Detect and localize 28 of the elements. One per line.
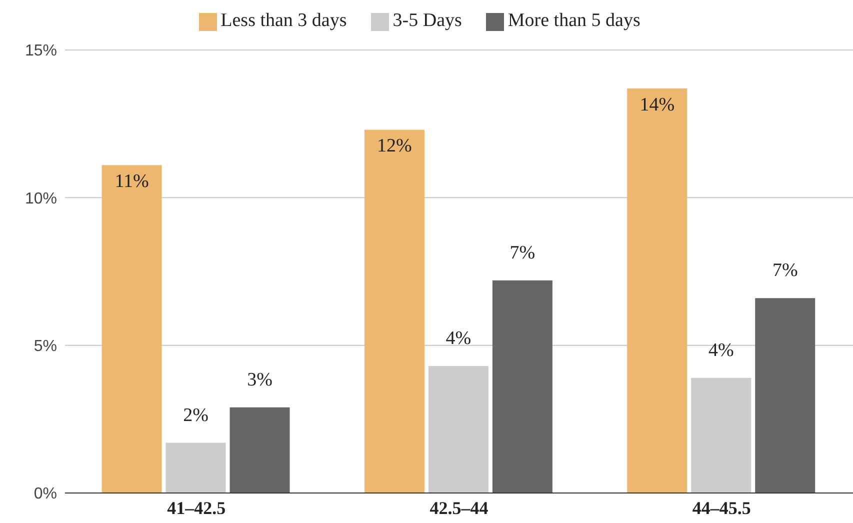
legend-label: More than 5 days [508,10,640,31]
bar [691,378,752,493]
data-label: 14% [640,94,675,116]
bar [492,280,552,493]
data-label: 4% [708,340,734,361]
bar [627,88,688,493]
y-tick-label: 0% [34,486,57,503]
y-tick-label: 10% [24,190,57,208]
bar [166,442,226,493]
data-label: 7% [510,242,536,264]
x-tick-label: 44–45.5 [692,498,751,518]
bar [364,130,424,493]
bar [755,298,816,493]
data-label: 11% [114,171,150,192]
y-tick-label: 5% [34,338,57,356]
legend-label: 3-5 Days [392,10,462,31]
bar [230,407,290,493]
y-tick-label: 15% [24,42,57,60]
data-label: 12% [377,136,412,157]
bar [102,165,162,493]
data-label: 3% [247,369,273,390]
legend-label: Less than 3 days [220,10,347,31]
data-label: 7% [772,260,798,282]
bar [428,366,488,493]
x-tick-label: 41–42.5 [167,498,226,518]
x-tick-label: 42.5–44 [430,498,488,518]
data-label: 2% [183,404,209,426]
data-label: 4% [446,328,472,350]
